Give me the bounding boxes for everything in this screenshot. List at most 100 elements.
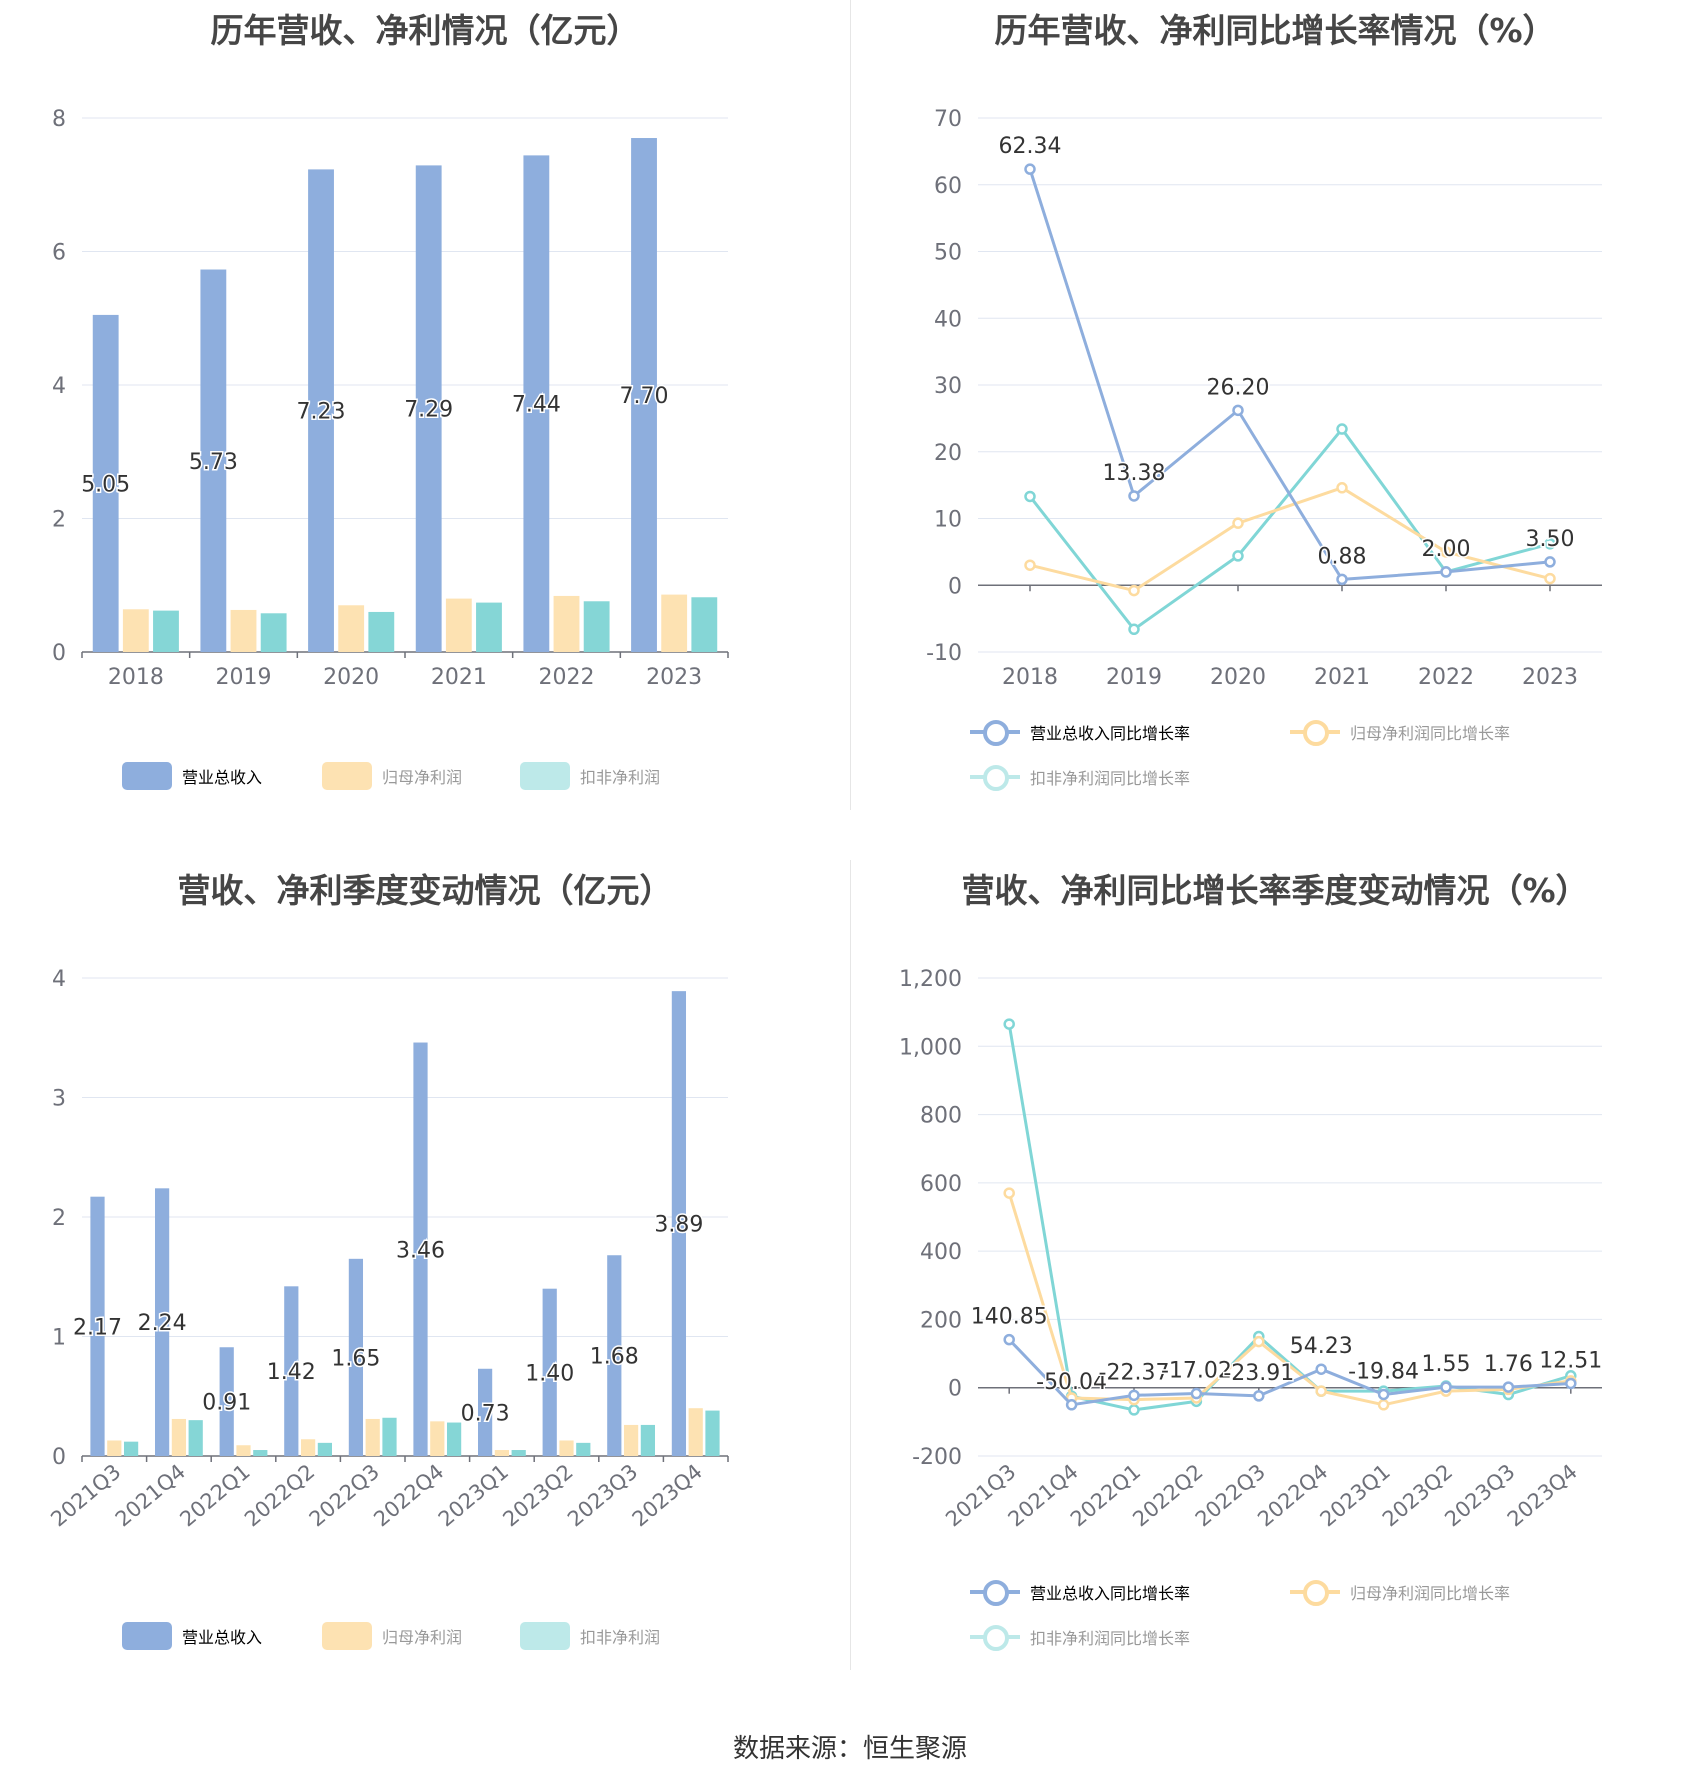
y-tick-label: 0 bbox=[948, 574, 962, 599]
bar-revenue bbox=[607, 1255, 622, 1456]
legend-swatch bbox=[1290, 1578, 1340, 1606]
y-tick-label: 4 bbox=[52, 374, 66, 399]
data-point bbox=[1128, 490, 1140, 502]
bar-deducted bbox=[317, 1442, 333, 1456]
source-note: 数据来源：恒生聚源 bbox=[732, 1734, 967, 1764]
legend-label: 扣非净利润 bbox=[580, 768, 661, 787]
bar-revenue bbox=[631, 138, 657, 652]
bar-deducted bbox=[382, 1417, 397, 1456]
y-tick-label: 0 bbox=[52, 641, 66, 666]
data-label: 7.29 bbox=[404, 398, 453, 423]
data-label: 1.40 bbox=[525, 1361, 574, 1386]
y-tick-label: 0 bbox=[52, 1445, 66, 1470]
data-label: 0.73 bbox=[461, 1401, 510, 1426]
data-label: 1.42 bbox=[267, 1360, 316, 1385]
x-tick-label: 2022Q4 bbox=[1253, 1459, 1332, 1531]
series-line-revenue bbox=[1008, 1338, 1571, 1407]
legend-net-profit[interactable]: 归母净利润 bbox=[322, 1622, 462, 1650]
legend-net-profit-growth[interactable]: 归母净利润同比增长率 bbox=[1290, 1578, 1510, 1606]
bar-revenue bbox=[90, 1196, 105, 1456]
quarter-growth-panel: 营收、净利同比增长率季度变动情况（%） -200 0 200 400 600 800 1,0… bbox=[850, 860, 1700, 1700]
legend-deducted[interactable]: 扣非净利润 bbox=[520, 1622, 660, 1650]
y-tick-label: 1 bbox=[52, 1326, 66, 1351]
annual-bar-panel: 历年营收、净利情况（亿元） 0 2 4 6 8 2018 2019 2020 2021 2022 2… bbox=[0, 0, 850, 840]
legend-revenue-growth[interactable]: 营业总收入同比增长率 bbox=[970, 718, 1190, 746]
data-label: 140.85 bbox=[971, 1305, 1048, 1330]
x-tick-label: 2023Q1 bbox=[1316, 1459, 1395, 1531]
legend-revenue-growth[interactable]: 营业总收入同比增长率 bbox=[970, 1578, 1190, 1606]
x-tick-label: 2021Q4 bbox=[111, 1459, 190, 1531]
data-label: 2.00 bbox=[1422, 537, 1471, 562]
bar-net-profit bbox=[661, 594, 688, 652]
bar-deducted bbox=[368, 611, 395, 652]
data-label: 0.88 bbox=[1318, 544, 1367, 569]
data-point bbox=[1336, 573, 1348, 586]
x-tick-label: 2023Q4 bbox=[1503, 1459, 1582, 1531]
bar-net-profit bbox=[122, 609, 149, 652]
data-point bbox=[1024, 559, 1036, 571]
data-point bbox=[1253, 1390, 1265, 1402]
y-tick-label: 3 bbox=[52, 1087, 66, 1112]
data-point bbox=[1565, 1377, 1577, 1390]
bar-net-profit bbox=[338, 605, 365, 652]
legend-label: 归母净利润同比增长率 bbox=[1350, 1584, 1511, 1603]
legend-revenue[interactable]: 营业总收入 bbox=[122, 1622, 262, 1650]
data-label: 0.91 bbox=[202, 1391, 251, 1416]
y-tick-label: 20 bbox=[934, 441, 962, 466]
data-point bbox=[1232, 517, 1244, 529]
y-tick-label: -200 bbox=[912, 1445, 962, 1470]
legend-swatch bbox=[122, 762, 172, 790]
data-label: 5.73 bbox=[189, 450, 238, 475]
legend-swatch bbox=[1290, 718, 1340, 746]
legend-label: 营业总收入 bbox=[182, 1628, 263, 1647]
data-point bbox=[1440, 1381, 1452, 1393]
data-point bbox=[1024, 490, 1036, 503]
legend-label: 归母净利润同比增长率 bbox=[1350, 724, 1511, 743]
annual-growth-panel: 历年营收、净利同比增长率情况（%） -10 0 10 20 30 40 50 60 70 2018… bbox=[850, 0, 1700, 840]
legend-revenue[interactable]: 营业总收入 bbox=[122, 762, 262, 790]
data-label: -22.37 bbox=[1099, 1360, 1170, 1385]
y-tick-label: 1,200 bbox=[899, 967, 962, 992]
bar-deducted bbox=[123, 1441, 139, 1456]
bar-net-profit bbox=[107, 1440, 122, 1456]
bar-revenue bbox=[92, 314, 119, 652]
data-point bbox=[1253, 1335, 1265, 1348]
legend-deducted-growth[interactable]: 扣非净利润同比增长率 bbox=[970, 1623, 1190, 1651]
bar-revenue bbox=[415, 165, 442, 652]
data-point bbox=[1544, 572, 1556, 585]
x-tick-label: 2023Q3 bbox=[1440, 1459, 1519, 1531]
x-tick-label: 2021 bbox=[1314, 665, 1370, 690]
data-label: 54.23 bbox=[1290, 1334, 1353, 1359]
bar-revenue bbox=[477, 1368, 493, 1456]
quarter-bar-panel: 营收、净利季度变动情况（亿元） 0 1 2 3 4 2021Q3 2021Q4 2022Q1 2… bbox=[0, 860, 850, 1700]
annual-bar-chart: 0 2 4 6 8 2018 2019 2020 2021 2022 2023 5.05 5.73 7.2… bbox=[52, 107, 729, 690]
vertical-divider-bottom bbox=[850, 860, 851, 1670]
legend-deducted[interactable]: 扣非净利润 bbox=[520, 762, 660, 790]
bar-revenue bbox=[671, 991, 687, 1456]
x-tick-label: 2021Q3 bbox=[941, 1459, 1020, 1531]
legend-deducted-growth[interactable]: 扣非净利润同比增长率 bbox=[970, 763, 1190, 791]
data-point bbox=[1544, 538, 1556, 550]
data-point bbox=[1315, 1385, 1327, 1397]
legend-label: 扣非净利润同比增长率 bbox=[1030, 769, 1191, 788]
legend-net-profit[interactable]: 归母净利润 bbox=[322, 762, 462, 790]
bar-deducted bbox=[705, 1410, 720, 1456]
data-label: 7.70 bbox=[620, 384, 669, 409]
bar-deducted bbox=[476, 602, 502, 652]
x-tick-label: 2022Q3 bbox=[305, 1459, 384, 1531]
bar-net-profit bbox=[430, 1421, 445, 1456]
data-label: 1.55 bbox=[1422, 1352, 1471, 1377]
data-label: 3.89 bbox=[654, 1213, 703, 1238]
legend-swatch bbox=[970, 1623, 1020, 1651]
data-point bbox=[1544, 556, 1556, 568]
data-point bbox=[1128, 1404, 1140, 1416]
x-tick-label: 2021Q3 bbox=[46, 1459, 125, 1531]
bar-deducted bbox=[511, 1450, 526, 1456]
data-point bbox=[1440, 546, 1452, 558]
x-tick-label: 2019 bbox=[216, 665, 272, 690]
bar-revenue bbox=[413, 1042, 428, 1456]
legend-net-profit-growth[interactable]: 归母净利润同比增长率 bbox=[1290, 718, 1510, 746]
data-label: -19.84 bbox=[1348, 1359, 1419, 1384]
data-label: 3.50 bbox=[1526, 527, 1575, 552]
data-point bbox=[1377, 1388, 1390, 1401]
